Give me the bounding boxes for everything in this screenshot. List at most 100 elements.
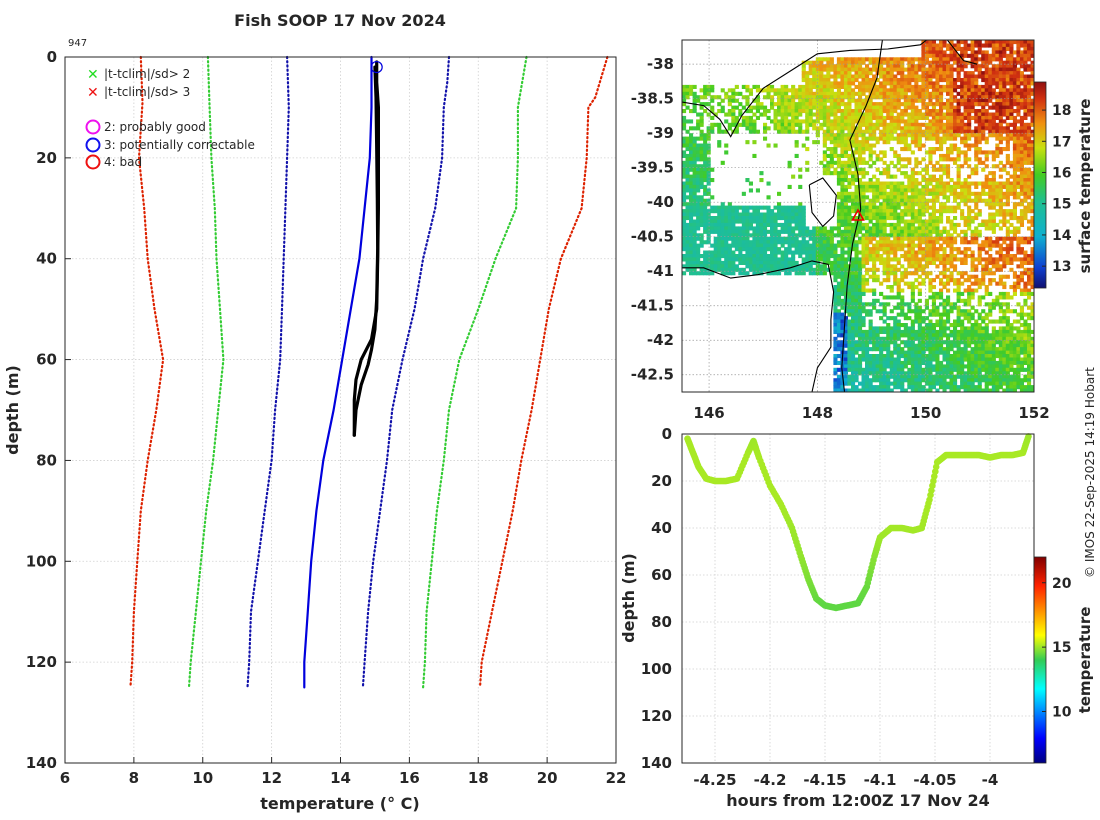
sst-cell xyxy=(847,274,852,279)
sst-cell xyxy=(780,212,785,217)
sst-cell xyxy=(910,288,915,293)
sst-cell xyxy=(829,243,834,248)
sst-cell xyxy=(826,153,831,158)
sst-cell xyxy=(822,243,827,248)
sst-cell xyxy=(942,319,947,324)
sst-cell xyxy=(889,212,894,217)
sst-cell xyxy=(854,278,859,283)
sst-cell xyxy=(893,326,898,331)
sst-cell xyxy=(1016,40,1021,45)
sst-cell xyxy=(921,226,926,231)
sst-cell xyxy=(872,188,877,193)
sst-cell xyxy=(963,91,968,96)
sst-cell xyxy=(991,43,996,48)
sst-cell xyxy=(970,98,975,103)
sst-cell xyxy=(882,71,887,76)
sst-cell xyxy=(1023,257,1028,262)
sst-cell xyxy=(836,329,841,334)
sst-cell xyxy=(868,309,873,314)
sst-cell xyxy=(1009,236,1014,241)
sst-cell xyxy=(946,278,951,283)
sst-cell xyxy=(703,109,708,114)
sst-cell xyxy=(872,278,877,283)
sst-cell xyxy=(843,60,848,65)
sst-cell xyxy=(939,95,944,100)
sst-cell xyxy=(724,243,729,248)
sst-cell xyxy=(974,326,979,331)
sst-cell xyxy=(907,254,912,259)
sst-cell xyxy=(826,254,831,259)
sst-cell xyxy=(942,122,947,127)
sst-cell xyxy=(734,247,739,252)
sst-cell xyxy=(970,288,975,293)
sst-cell xyxy=(710,222,715,227)
sst-cell xyxy=(689,254,694,259)
sst-cell xyxy=(805,112,810,117)
sst-cell xyxy=(935,240,940,245)
sst-cell xyxy=(928,147,933,152)
sst-cell xyxy=(854,267,859,272)
sst-cell xyxy=(939,115,944,120)
sst-cell xyxy=(935,64,940,69)
sst-cell xyxy=(998,174,1003,179)
sst-cell xyxy=(935,264,940,269)
sst-cell xyxy=(784,240,789,245)
sst-cell xyxy=(1023,50,1028,55)
sst-cell xyxy=(720,129,725,134)
sst-cell xyxy=(1030,64,1034,69)
sst-cell xyxy=(928,285,933,290)
sst-cell xyxy=(840,271,845,276)
sst-cell xyxy=(991,67,996,72)
sst-cell xyxy=(840,285,845,290)
sst-cell xyxy=(748,122,753,127)
sst-cell xyxy=(773,91,778,96)
sst-cell xyxy=(784,105,789,110)
sst-cell xyxy=(826,109,831,114)
sst-cell xyxy=(833,109,838,114)
sst-cell xyxy=(907,143,912,148)
sst-cell xyxy=(949,102,954,107)
sst-cell xyxy=(689,250,694,255)
sst-cell xyxy=(956,57,961,62)
sst-cell xyxy=(875,240,880,245)
sst-cell xyxy=(815,84,820,89)
sst-cell xyxy=(882,184,887,189)
sst-cell xyxy=(861,205,866,210)
sst-cell xyxy=(903,271,908,276)
sst-cell xyxy=(829,236,834,241)
sst-cell xyxy=(946,319,951,324)
sst-cell xyxy=(991,202,996,207)
sst-cell xyxy=(896,153,901,158)
sst-cell xyxy=(777,271,782,276)
sst-cell xyxy=(798,88,803,93)
sst-cell xyxy=(928,46,933,51)
sst-cell xyxy=(861,195,866,200)
sst-cell xyxy=(851,278,856,283)
sst-cell xyxy=(910,229,915,234)
sst-cell xyxy=(1016,202,1021,207)
sst-cell xyxy=(805,88,810,93)
sst-cell xyxy=(935,112,940,117)
sst-cell xyxy=(858,295,863,300)
sst-cell xyxy=(847,140,852,145)
sst-cell xyxy=(889,74,894,79)
sst-cell xyxy=(1019,312,1024,317)
sst-cell xyxy=(724,150,729,155)
sst-cell xyxy=(995,43,1000,48)
sst-cell xyxy=(752,212,757,217)
sst-cell xyxy=(956,126,961,131)
sst-cell xyxy=(703,164,708,169)
sst-cell xyxy=(861,98,866,103)
sst-cell xyxy=(893,257,898,262)
sst-cell xyxy=(865,302,870,307)
sst-cell xyxy=(689,260,694,265)
sst-cell xyxy=(685,88,690,93)
sst-cell xyxy=(967,147,972,152)
sst-cell xyxy=(741,119,746,124)
sst-cell xyxy=(889,64,894,69)
sst-cell xyxy=(886,233,891,238)
sst-cell xyxy=(924,178,929,183)
sst-cell xyxy=(956,53,961,58)
sst-cell xyxy=(886,67,891,72)
sst-cell xyxy=(984,326,989,331)
